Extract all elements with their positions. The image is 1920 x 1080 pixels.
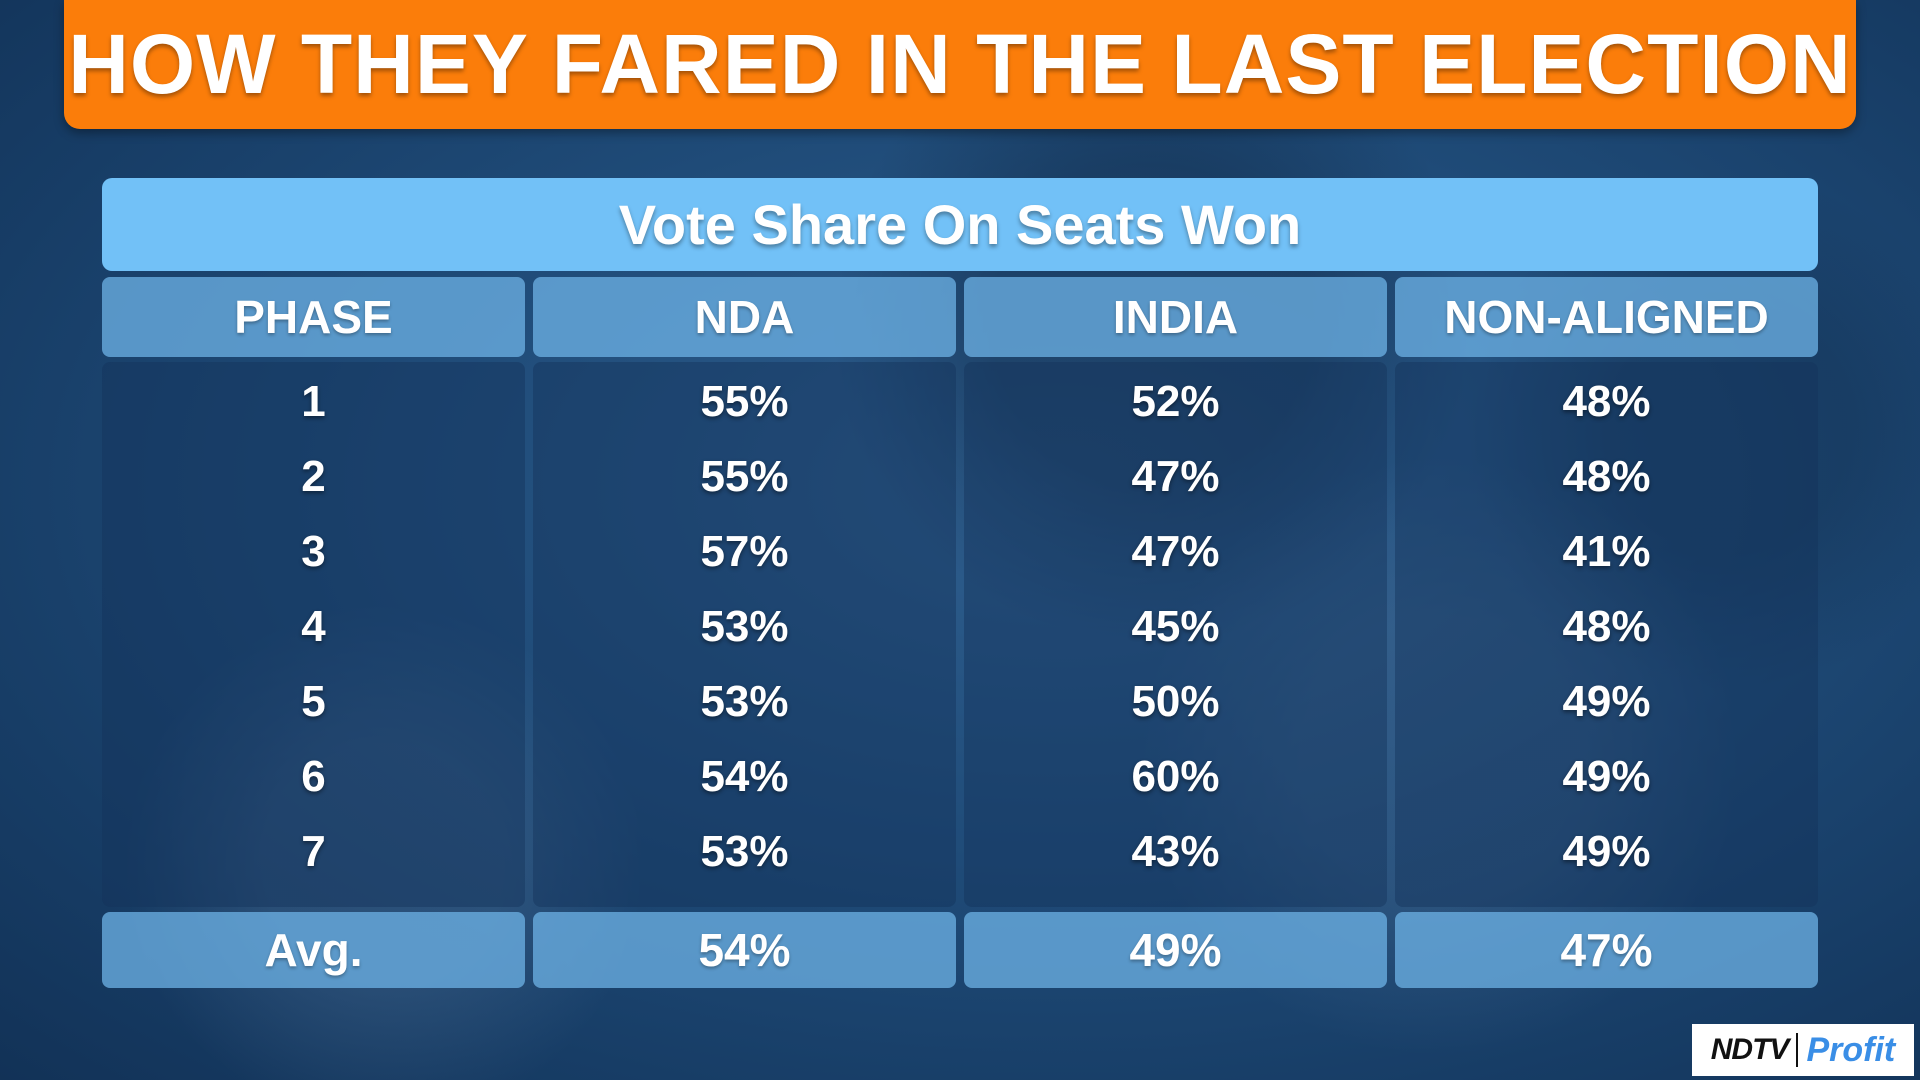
table-cell-nda-row-2: 55% bbox=[700, 452, 789, 501]
average-nda: 54% bbox=[533, 912, 956, 988]
table-cell-nda-row-5: 53% bbox=[700, 677, 789, 726]
table-cell-non-aligned-row-3: 41% bbox=[1562, 527, 1651, 576]
table-cell-non-aligned-row-2: 48% bbox=[1562, 452, 1651, 501]
table-subtitle: Vote Share On Seats Won bbox=[618, 193, 1302, 256]
title-banner: HOW THEY FARED IN THE LAST ELECTION bbox=[64, 0, 1856, 129]
column-body-india: 52% 47% 47% 45% 50% 60% 43% bbox=[964, 362, 1387, 907]
table-cell-india-row-6: 60% bbox=[1131, 752, 1220, 801]
table-cell-nda-row-7: 53% bbox=[700, 827, 789, 876]
table-cell-india-row-1: 52% bbox=[1131, 377, 1220, 426]
table-cell-india-row-3: 47% bbox=[1131, 527, 1220, 576]
table-cell-nda-row-6: 54% bbox=[700, 752, 789, 801]
table-cell-phase-row-6: 6 bbox=[301, 752, 326, 801]
table-cell-non-aligned-row-5: 49% bbox=[1562, 677, 1651, 726]
table-cell-india-row-7: 43% bbox=[1131, 827, 1220, 876]
table-cell-phase-row-1: 1 bbox=[301, 377, 326, 426]
table-cell-phase-row-2: 2 bbox=[301, 452, 326, 501]
table-cell-nda-row-4: 53% bbox=[700, 602, 789, 651]
table-cell-non-aligned-row-1: 48% bbox=[1562, 377, 1651, 426]
column-body-nda: 55% 55% 57% 53% 53% 54% 53% bbox=[533, 362, 956, 907]
table-cell-non-aligned-row-7: 49% bbox=[1562, 827, 1651, 876]
table-cell-nda-row-3: 57% bbox=[700, 527, 789, 576]
logo-brand: NDTV bbox=[1710, 1033, 1790, 1066]
ndtv-profit-logo: NDTV Profit bbox=[1692, 1024, 1914, 1076]
column-body-phase: 1 2 3 4 5 6 7 bbox=[102, 362, 525, 907]
average-non-aligned: 47% bbox=[1395, 912, 1818, 988]
logo-product: Profit bbox=[1806, 1030, 1896, 1069]
average-india: 49% bbox=[964, 912, 1387, 988]
table-cell-phase-row-7: 7 bbox=[301, 827, 326, 876]
column-header-non-aligned: NON-ALIGNED bbox=[1395, 277, 1818, 357]
page-title: HOW THEY FARED IN THE LAST ELECTION bbox=[68, 17, 1852, 111]
table-cell-non-aligned-row-4: 48% bbox=[1562, 602, 1651, 651]
column-header-india: INDIA bbox=[964, 277, 1387, 357]
subtitle-bar: Vote Share On Seats Won bbox=[102, 178, 1818, 271]
column-header-phase: PHASE bbox=[102, 277, 525, 357]
table-cell-india-row-2: 47% bbox=[1131, 452, 1220, 501]
table-cell-phase-row-5: 5 bbox=[301, 677, 326, 726]
table-cell-non-aligned-row-6: 49% bbox=[1562, 752, 1651, 801]
column-body-non-aligned: 48% 48% 41% 48% 49% 49% 49% bbox=[1395, 362, 1818, 907]
average-label: Avg. bbox=[102, 912, 525, 988]
logo-divider bbox=[1796, 1033, 1799, 1067]
table-cell-india-row-5: 50% bbox=[1131, 677, 1220, 726]
table-cell-phase-row-3: 3 bbox=[301, 527, 326, 576]
table-cell-nda-row-1: 55% bbox=[700, 377, 789, 426]
table-cell-phase-row-4: 4 bbox=[301, 602, 326, 651]
table-cell-india-row-4: 45% bbox=[1131, 602, 1220, 651]
column-header-nda: NDA bbox=[533, 277, 956, 357]
